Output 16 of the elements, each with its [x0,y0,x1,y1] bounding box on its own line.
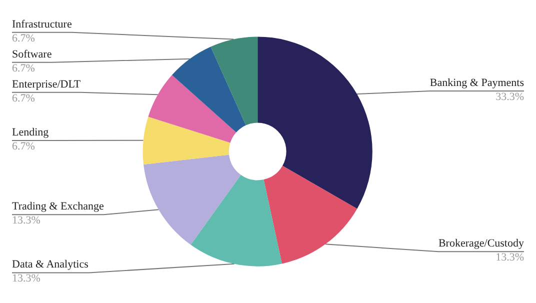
slice-label: Software [12,48,52,60]
slice-label: Banking & Payments [430,76,524,89]
slice-label: Infrastructure [12,18,72,30]
slice-label: Brokerage/Custody [438,238,524,250]
data-label: 13.3% [12,214,40,227]
slice-label: Lending [12,126,50,139]
data-label: 6.7% [12,92,35,104]
slice-label: Enterprise/DLT [12,78,81,90]
data-label: 6.7% [12,140,35,153]
slice-label: Data & Analytics [12,258,88,271]
data-label: 13.3% [496,252,524,264]
slice-label: Trading & Exchange [12,200,104,213]
data-label: 6.7% [12,62,35,74]
data-label: 6.7% [12,32,35,44]
data-label: 13.3% [12,272,40,285]
data-label: 33.3% [496,90,524,103]
